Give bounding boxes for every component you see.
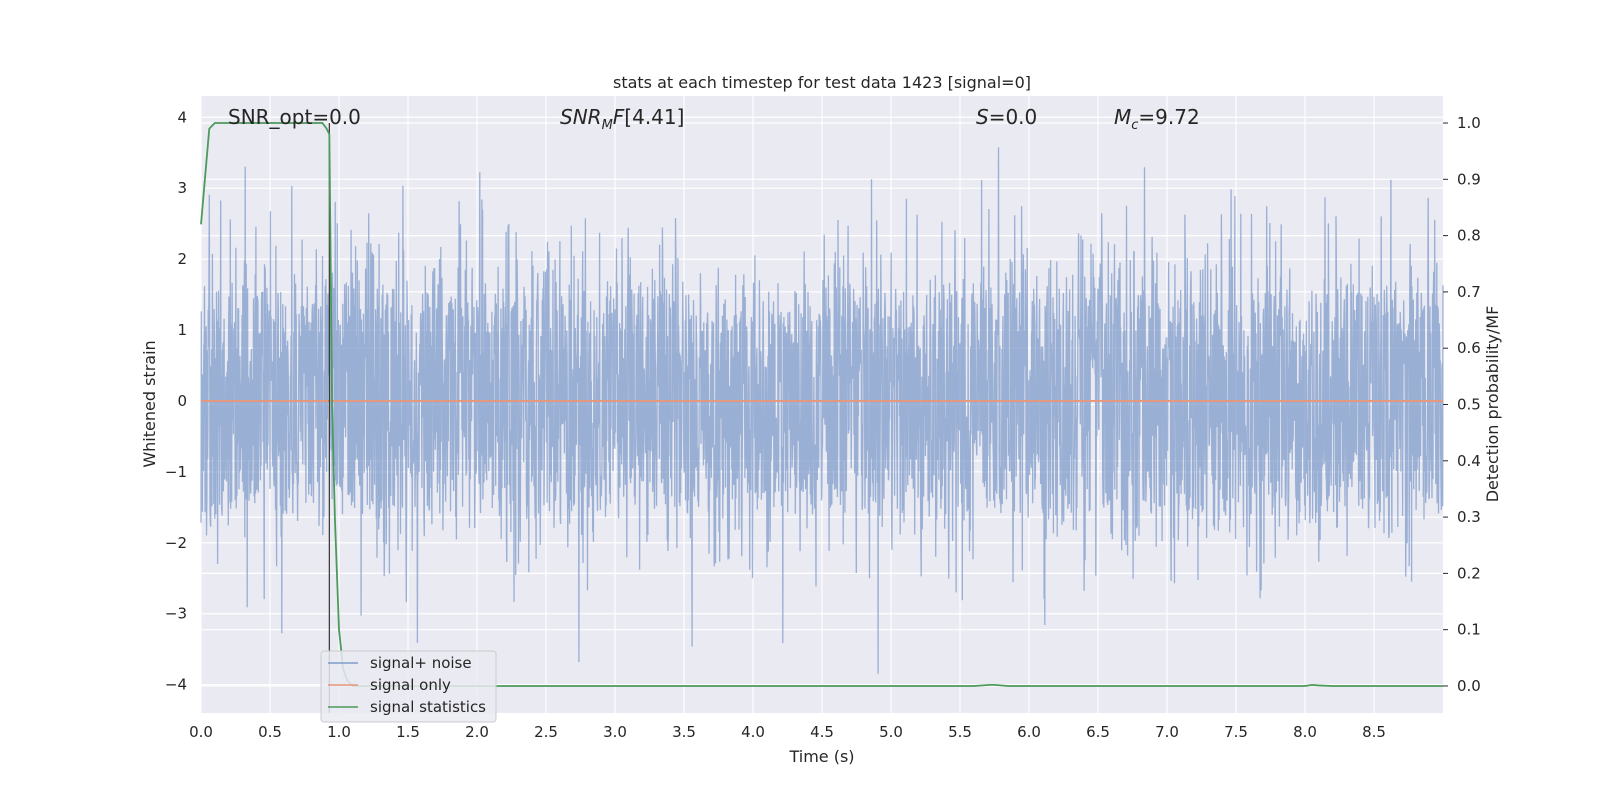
y2-tick-label: 0.9 <box>1457 170 1481 188</box>
annotation-mc-value: =9.72 <box>1138 105 1199 129</box>
annotation-snr-mf-value: [4.41] <box>624 105 684 129</box>
annotation-mc: Mc=9.72 <box>1114 105 1200 133</box>
x-tick-label: 2.5 <box>534 723 558 741</box>
annotation-s-value: =0.0 <box>989 105 1038 129</box>
ticks: 0.0 0.5 1.0 1.5 2.0 2.5 3.0 3.5 4.0 4.5 5.0 5.5 6.0 6… <box>165 108 1481 741</box>
y2-tick-label: 0.6 <box>1457 339 1481 357</box>
chart-title: stats at each timestep for test data 142… <box>613 73 1031 92</box>
y-axis-label: Whitened strain <box>140 340 159 467</box>
x-tick-label: 4.0 <box>741 723 765 741</box>
x-tick-label: 5.5 <box>948 723 972 741</box>
y2-tick-label: 0.0 <box>1457 677 1481 695</box>
annotation-snr-mf: SNRMF[4.41] <box>560 105 684 133</box>
x-tick-label: 6.0 <box>1017 723 1041 741</box>
x-tick-label: 3.0 <box>603 723 627 741</box>
x-axis-label: Time (s) <box>788 747 854 766</box>
y2-tick-label: 0.2 <box>1457 564 1481 582</box>
x-tick-label: 2.0 <box>465 723 489 741</box>
signal-noise-line <box>200 147 1444 674</box>
y2-axis-label: Detection probability/MF <box>1483 306 1502 503</box>
x-tick-label: 0.5 <box>258 723 282 741</box>
legend-label-signal-noise: signal+ noise <box>370 654 472 672</box>
y-tick-label: −2 <box>165 534 187 552</box>
x-tick-label: 8.0 <box>1293 723 1317 741</box>
annotation-snr-opt: SNR_opt=0.0 <box>228 105 361 129</box>
x-tick-label: 1.0 <box>327 723 351 741</box>
y-tick-label: 4 <box>177 108 187 126</box>
x-tick-label: 7.5 <box>1224 723 1248 741</box>
legend-label-signal-only: signal only <box>370 676 451 694</box>
x-tick-label: 0.0 <box>189 723 213 741</box>
y2-tick-label: 0.5 <box>1457 396 1481 414</box>
y-tick-label: −3 <box>165 605 187 623</box>
x-tick-label: 1.5 <box>396 723 420 741</box>
x-tick-label: 5.0 <box>879 723 903 741</box>
legend-label-signal-statistics: signal statistics <box>370 698 486 716</box>
y2-tick-label: 0.7 <box>1457 283 1481 301</box>
y2-tick-label: 0.3 <box>1457 508 1481 526</box>
y2-tick-label: 0.8 <box>1457 227 1481 245</box>
x-tick-label: 7.0 <box>1155 723 1179 741</box>
y-tick-label: −1 <box>165 463 187 481</box>
annotation-s: S=0.0 <box>976 105 1037 129</box>
y-tick-label: 2 <box>177 250 187 268</box>
signal-noise-series <box>200 147 1444 674</box>
y-tick-label: −4 <box>165 676 187 694</box>
legend: signal+ noise signal only signal statist… <box>320 650 497 723</box>
y-tick-label: 0 <box>177 392 187 410</box>
x-tick-label: 3.5 <box>672 723 696 741</box>
y2-tick-label: 0.4 <box>1457 452 1481 470</box>
x-tick-label: 4.5 <box>810 723 834 741</box>
x-tick-label: 6.5 <box>1086 723 1110 741</box>
y2-tick-label: 0.1 <box>1457 621 1481 639</box>
y-tick-label: 1 <box>177 321 187 339</box>
y2-tick-label: 1.0 <box>1457 114 1481 132</box>
y-tick-label: 3 <box>177 179 187 197</box>
x-tick-label: 8.5 <box>1362 723 1386 741</box>
